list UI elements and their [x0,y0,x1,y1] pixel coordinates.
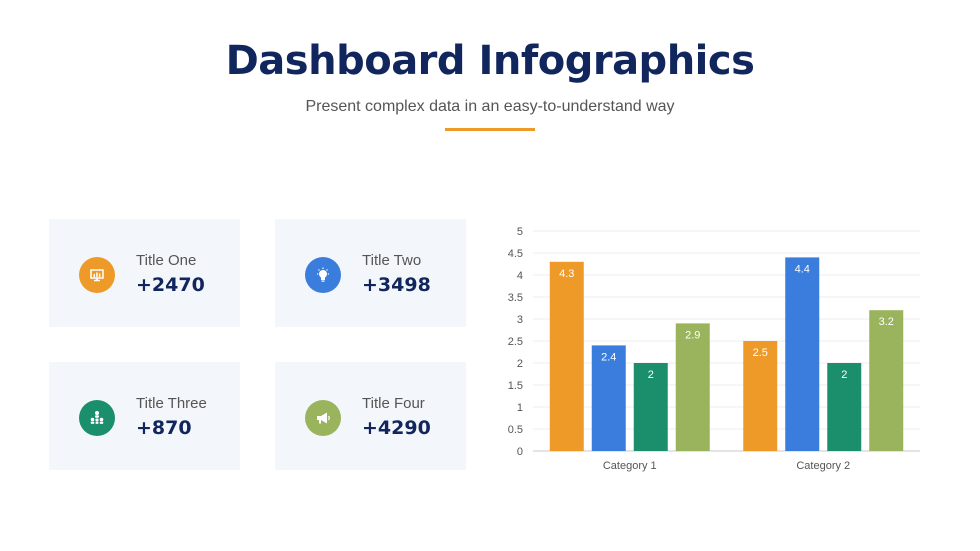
card-value: +3498 [362,274,431,296]
presentation-chart-icon [79,257,115,293]
data-label: 2.9 [685,329,700,341]
card-value: +2470 [136,274,205,296]
bar [549,261,584,451]
bar [743,341,778,451]
y-tick-label: 4.5 [508,248,523,260]
x-tick-label: Category 2 [796,460,850,472]
card-label: Title Four [362,395,425,412]
stat-card-four: Title Four +4290 [275,362,466,470]
card-label: Title Three [136,395,207,412]
bar [633,363,668,451]
bar-chart: 0 0.5 1 1.5 2 2.5 3 3.5 4 4.5 5 4.3 2.4 2 2.9 Category … [508,226,920,472]
bar [591,345,626,451]
title-underline [445,128,535,131]
bar [869,310,904,451]
y-tick-label: 3.5 [508,292,523,304]
y-tick-label: 5 [517,226,523,238]
data-label: 4.4 [795,263,810,275]
data-label: 2 [841,369,847,381]
bar [675,323,710,451]
y-tick-label: 1.5 [508,380,523,392]
card-value: +870 [136,417,192,439]
data-label: 2 [648,369,654,381]
lightbulb-icon [305,257,341,293]
bar [827,363,862,451]
bar [785,257,820,451]
data-label: 2.5 [753,347,768,359]
stat-card-three: Title Three +870 [49,362,240,470]
page-subtitle: Present complex data in an easy-to-under… [305,98,675,115]
data-label: 3.2 [879,316,894,328]
data-label: 4.3 [559,268,574,280]
card-label: Title One [136,252,197,269]
y-tick-label: 1 [517,402,523,414]
data-label: 2.4 [601,351,616,363]
page-title: Dashboard Infographics [225,38,755,84]
card-label: Title Two [362,252,422,269]
y-tick-label: 4 [517,270,523,282]
y-tick-label: 0 [517,446,523,458]
x-tick-label: Category 1 [603,460,657,472]
stat-card-one: Title One +2470 [49,219,240,327]
stat-card-two: Title Two +3498 [275,219,466,327]
team-hierarchy-icon [79,400,115,436]
y-tick-label: 3 [517,314,523,326]
y-tick-label: 2.5 [508,336,523,348]
y-tick-label: 0.5 [508,424,523,436]
card-value: +4290 [362,417,431,439]
y-tick-label: 2 [517,358,523,370]
megaphone-icon [305,400,341,436]
